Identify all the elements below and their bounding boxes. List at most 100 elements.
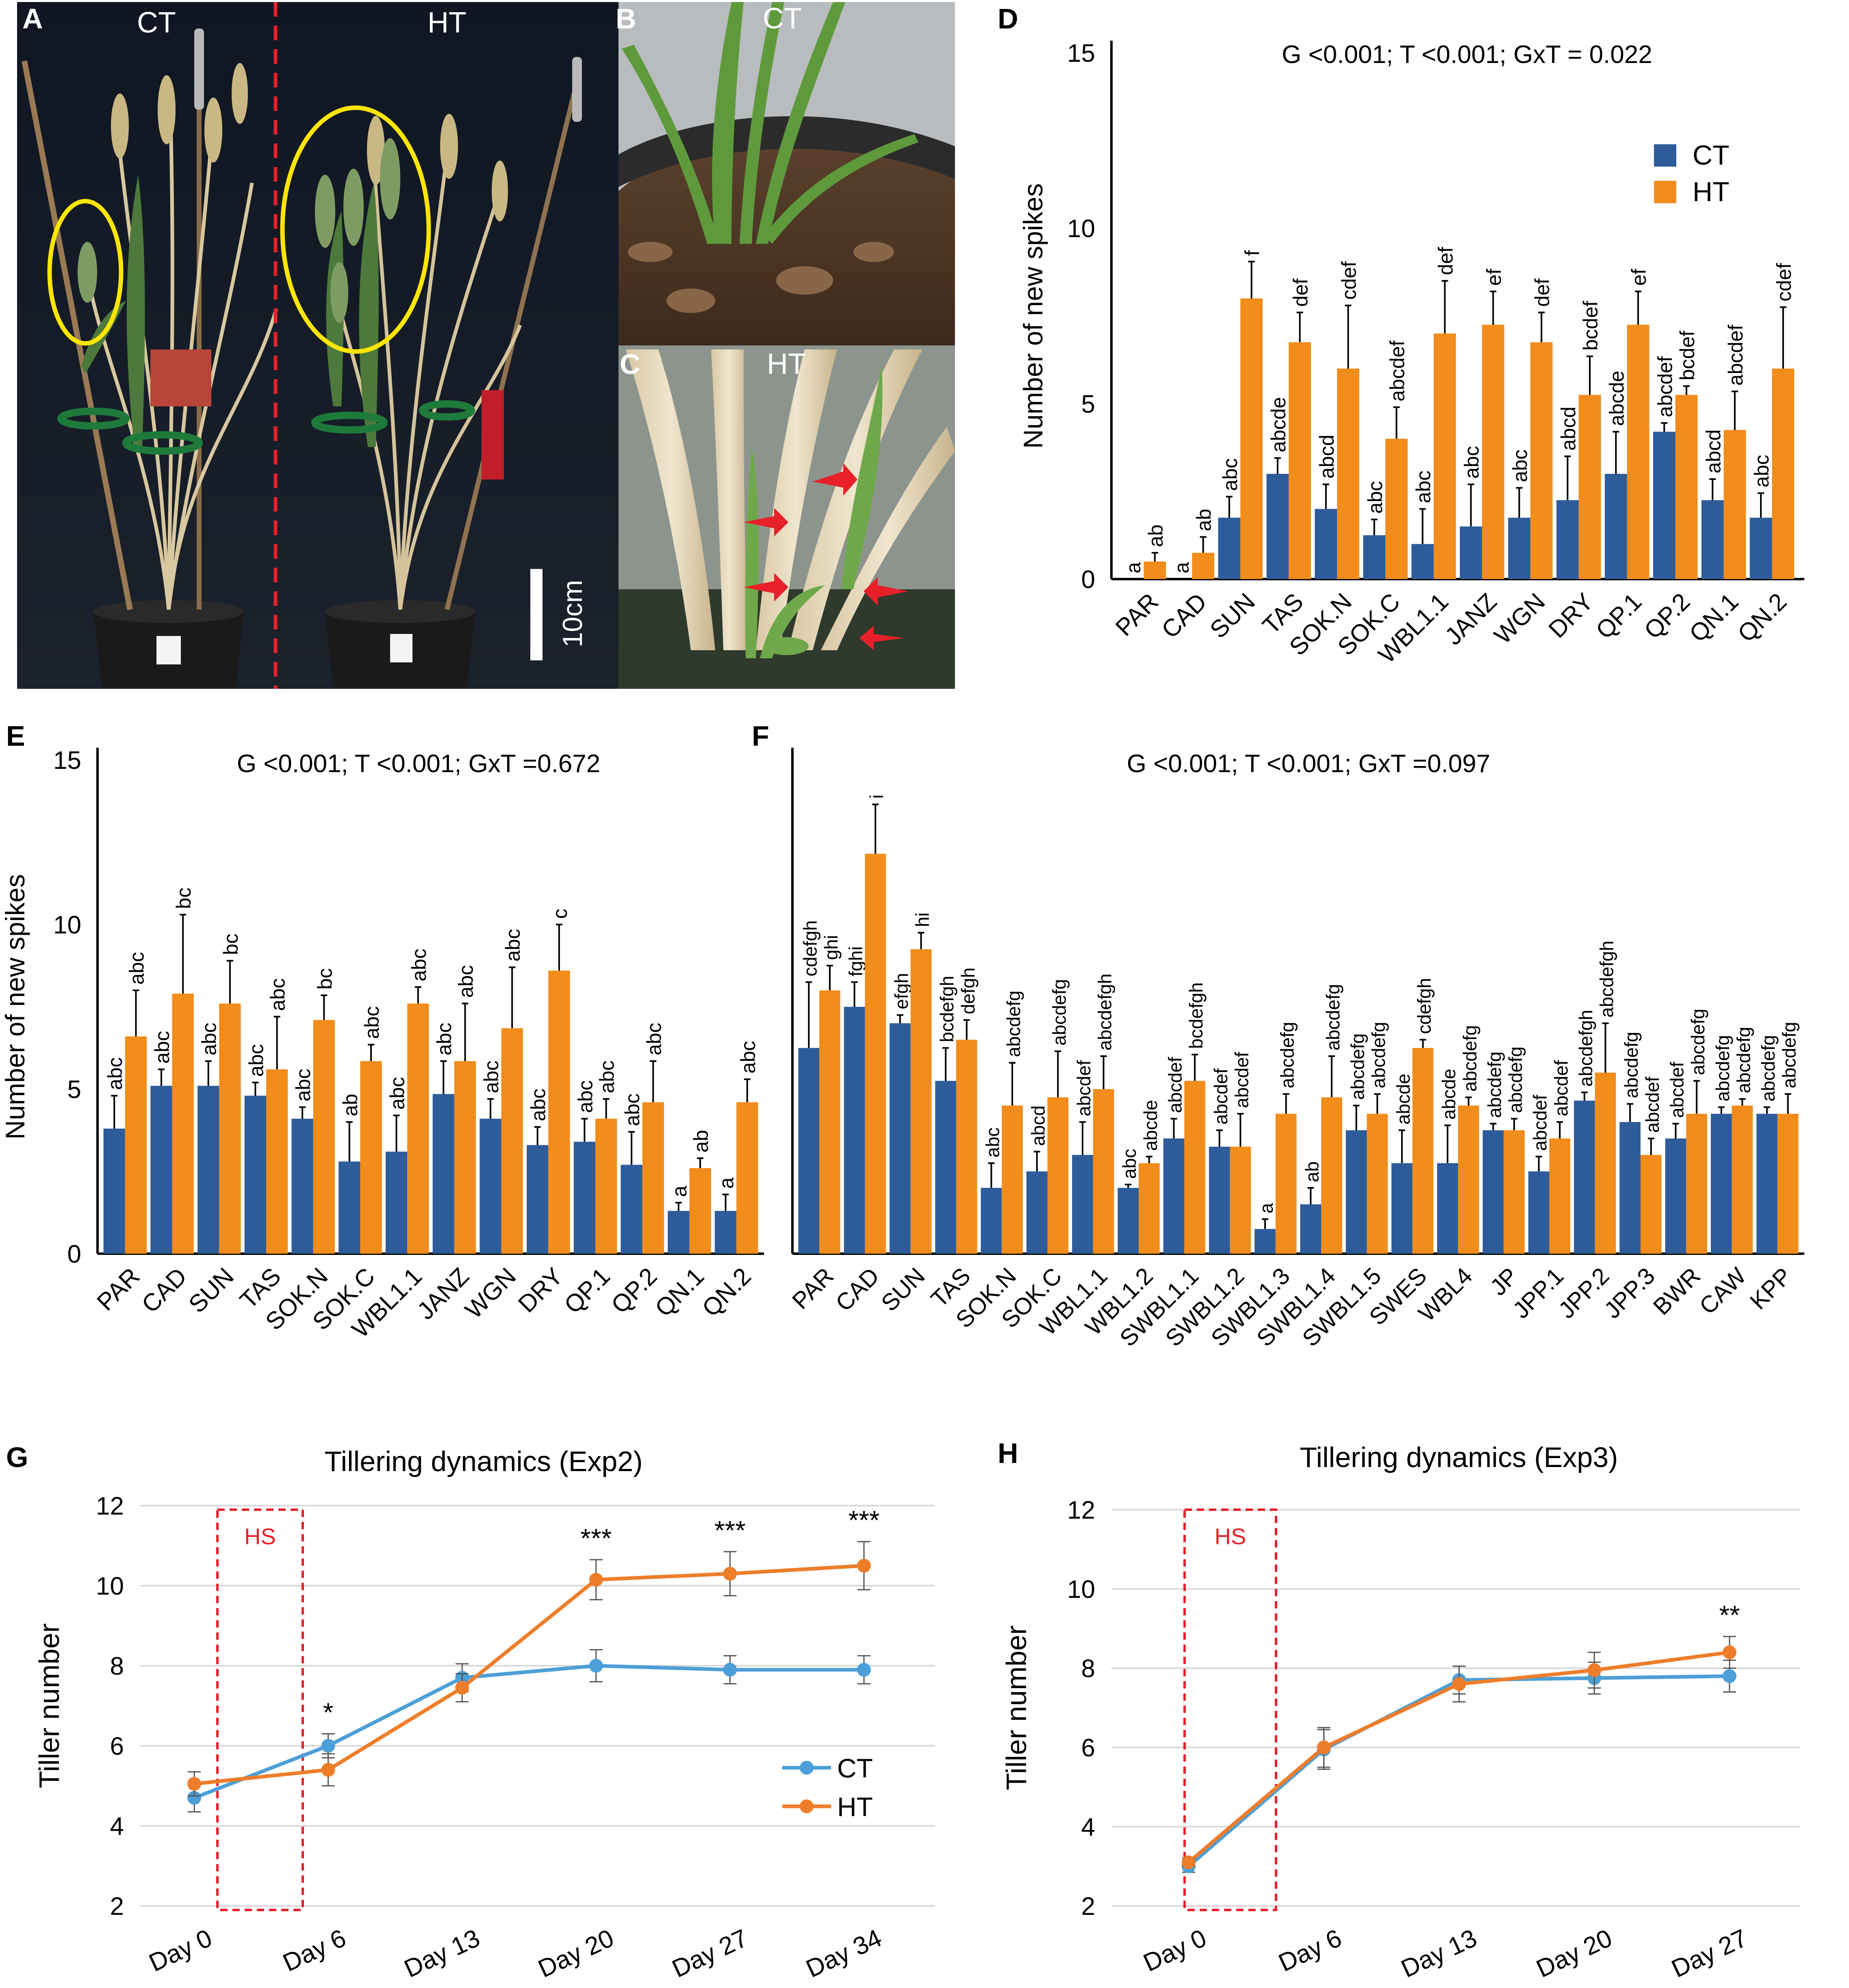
- significance-letter: abcdefg: [1779, 1022, 1800, 1088]
- significance-letter: ghi: [820, 935, 842, 960]
- bar-ht: [1686, 1113, 1707, 1254]
- bar-ct: [150, 1085, 172, 1254]
- chart-title: Tillering dynamics (Exp2): [324, 1445, 642, 1477]
- bar-ht: [1675, 395, 1698, 579]
- x-tick-label: QP.1: [1591, 588, 1647, 645]
- bar-ht: [219, 1003, 241, 1254]
- bar-ht: [1412, 1048, 1434, 1254]
- data-point-ht: [1452, 1677, 1466, 1691]
- significance-letter: ab: [1193, 509, 1215, 532]
- x-tick-label: CAD: [1156, 588, 1212, 644]
- x-tick-label: WGN: [1489, 588, 1550, 649]
- bar-ct: [1163, 1138, 1185, 1254]
- significance-letter: abcdef: [1231, 1052, 1252, 1108]
- bar-ct: [1118, 1188, 1139, 1254]
- bar-ht: [1093, 1089, 1114, 1254]
- legend-marker-ht: [800, 1799, 814, 1813]
- bar-ct: [1300, 1204, 1322, 1254]
- significance-letter: ab: [1144, 525, 1167, 547]
- y-tick-label: 10: [1067, 215, 1095, 243]
- x-tick-label: QP.2: [606, 1263, 662, 1319]
- y-tick-label: 4: [1081, 1813, 1095, 1841]
- data-point-ht: [1182, 1855, 1196, 1869]
- bar-ct: [1574, 1100, 1595, 1254]
- bar-ct: [197, 1085, 219, 1254]
- y-tick-label: 5: [67, 1076, 81, 1104]
- bar-ht: [1777, 1113, 1799, 1254]
- bar-ht: [1144, 561, 1166, 579]
- bar-ht: [1385, 438, 1408, 579]
- significance-letter: ab: [690, 1130, 712, 1152]
- legend-label-ct: CT: [837, 1753, 873, 1783]
- legend-label-ht: HT: [837, 1792, 873, 1822]
- chart-title: G <0.001; T <0.001; GxT = 0.022: [1282, 41, 1652, 69]
- panel-letter-a: A: [22, 3, 43, 35]
- bar-ht: [1772, 369, 1795, 579]
- bar-ht: [1578, 395, 1601, 579]
- significance-letter: abcdefgh: [1094, 974, 1115, 1050]
- bar-ct: [1482, 1130, 1504, 1254]
- significance-letter: abc: [1750, 455, 1773, 488]
- significance-letter: abcd: [1557, 406, 1580, 450]
- x-tick-label: Day 0: [1139, 1924, 1211, 1977]
- bar-ht: [1434, 333, 1456, 579]
- significance-letter: abc: [596, 1061, 619, 1094]
- bar-ht: [1230, 1146, 1251, 1254]
- significance-letter: abc: [642, 1023, 665, 1056]
- bar-ct: [244, 1096, 266, 1254]
- significance-letter: abc: [454, 965, 477, 998]
- panel-letter-g: G: [6, 1441, 28, 1473]
- x-tick-label: JANZ: [1439, 588, 1502, 650]
- panel-letter-d: D: [998, 3, 1018, 35]
- significance-letter: abcdef: [1164, 1057, 1185, 1113]
- significance-letter: abcde: [1438, 1069, 1459, 1120]
- y-tick-label: 0: [67, 1240, 81, 1268]
- bar-ct: [1460, 526, 1482, 579]
- x-tick-label: DRY: [513, 1263, 568, 1318]
- legend-swatch-ht: [1654, 181, 1676, 203]
- significance-letter: abc: [267, 978, 289, 1011]
- bar-ht: [1458, 1105, 1479, 1254]
- significance-marker: **: [1719, 1600, 1740, 1630]
- significance-letter: def: [1289, 278, 1312, 307]
- x-tick-label: QP.1: [559, 1263, 615, 1319]
- significance-letter: abcdefg: [1322, 984, 1343, 1050]
- x-tick-label: DRY: [1543, 588, 1599, 643]
- significance-letter: def: [1434, 247, 1457, 276]
- significance-letter: abc: [982, 1127, 1003, 1157]
- bar-ct: [1665, 1138, 1686, 1254]
- data-point-ht: [321, 1763, 335, 1777]
- significance-letter: abc: [386, 1077, 409, 1110]
- bar-ht: [1275, 1113, 1297, 1254]
- bar-ct: [1209, 1146, 1230, 1254]
- bar-ht: [454, 1061, 476, 1254]
- data-point-ht: [857, 1558, 871, 1573]
- bar-ht: [1289, 342, 1311, 579]
- significance-letter: bc: [219, 933, 242, 955]
- data-point-ht: [1317, 1741, 1331, 1754]
- bar-ht: [1139, 1163, 1160, 1254]
- bar-ct: [935, 1081, 956, 1254]
- significance-letter: cdefgh: [1414, 978, 1435, 1034]
- y-tick-label: 2: [1081, 1893, 1095, 1921]
- bar-ht: [548, 970, 570, 1254]
- significance-letter: bcdefgh: [1185, 982, 1207, 1049]
- significance-letter: abc: [360, 1006, 383, 1039]
- bar-ht: [313, 1020, 335, 1254]
- bar-ht: [1367, 1113, 1388, 1254]
- legend-swatch-ct: [1654, 144, 1676, 167]
- data-point-ct: [1723, 1669, 1736, 1683]
- new-spike-highlight-ht: [280, 105, 431, 354]
- panel-c-photo: HT C: [619, 345, 955, 689]
- significance-letter: abcdefg: [1505, 1046, 1526, 1113]
- y-tick-label: 0: [1081, 566, 1095, 594]
- significance-letter: bcdefgh: [936, 976, 957, 1042]
- significance-letter: abc: [433, 1023, 456, 1056]
- bar-ht: [172, 994, 194, 1254]
- photo-a-label-ht: HT: [428, 7, 467, 39]
- significance-letter: efgh: [891, 973, 912, 1009]
- bar-ct: [291, 1118, 313, 1254]
- y-tick-label: 10: [96, 1572, 124, 1600]
- x-tick-label: SUN: [876, 1263, 930, 1317]
